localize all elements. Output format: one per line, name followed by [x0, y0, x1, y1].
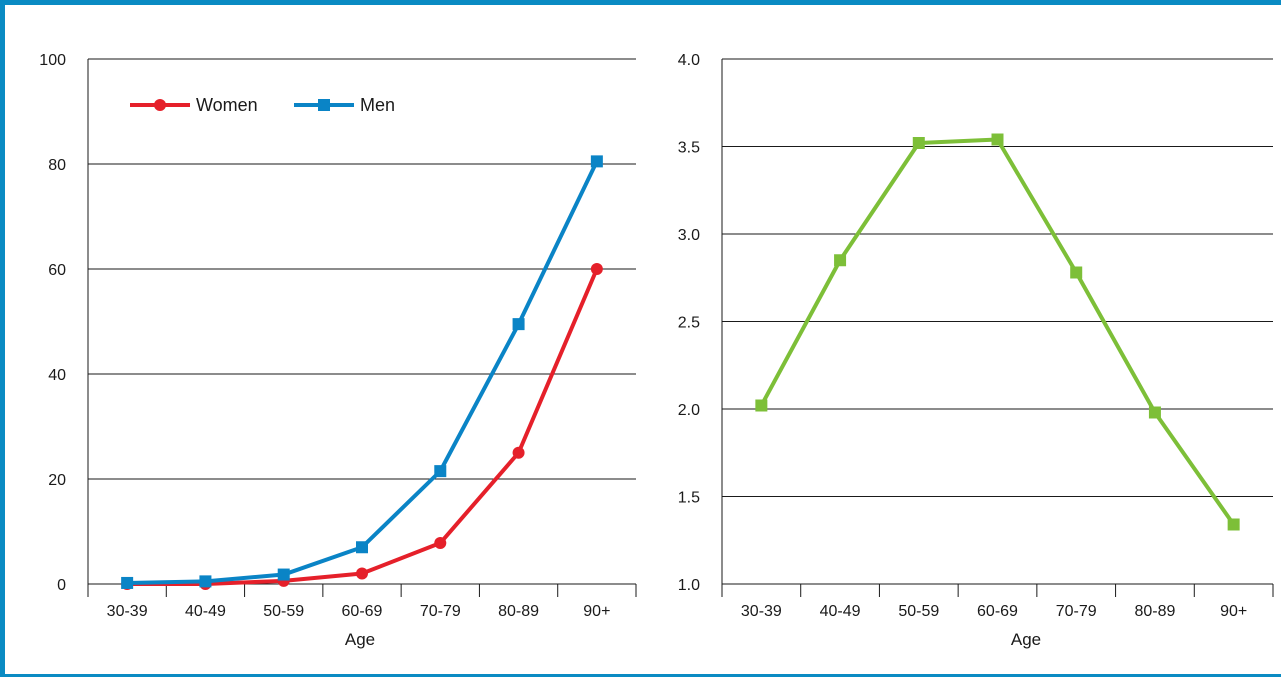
right-point-marker	[755, 399, 768, 412]
left-x-tick-label: 90+	[583, 603, 610, 620]
left-y-tick-label: 0	[57, 577, 66, 594]
right-y-tick-label: 1.0	[678, 577, 700, 594]
right-point-marker	[1070, 266, 1083, 279]
left-point-marker	[277, 568, 290, 581]
legend-marker-women	[154, 99, 166, 111]
left-point-marker	[199, 575, 212, 588]
left-point-marker	[512, 446, 525, 459]
right-point-marker	[1227, 518, 1240, 531]
left-point-marker	[590, 263, 603, 275]
left-y-tick-label: 100	[39, 52, 66, 69]
right-x-axis-label: Age	[1011, 630, 1041, 649]
right-x-tick-label: 40-49	[820, 603, 861, 620]
right-y-tick-label: 3.0	[678, 227, 700, 244]
right-x-tick-label: 70-79	[1056, 603, 1097, 620]
legend-label-men: Men	[360, 95, 395, 115]
left-series-line-men	[125, 159, 599, 585]
left-x-tick-label: 80-89	[498, 603, 539, 620]
right-y-tick-label: 2.0	[678, 402, 700, 419]
right-series-line-0	[759, 137, 1236, 527]
right-y-tick-label: 4.0	[678, 52, 700, 69]
left-x-axis-label: Age	[345, 630, 375, 649]
left-point-marker	[434, 465, 447, 478]
left-point-marker	[121, 576, 134, 589]
right-x-tick-label: 80-89	[1134, 603, 1175, 620]
left-point-marker	[590, 155, 603, 168]
right-point-marker	[1148, 406, 1161, 419]
left-y-tick-label: 60	[48, 262, 66, 279]
left-x-tick-label: 70-79	[420, 603, 461, 620]
right-x-tick-label: 30-39	[741, 603, 782, 620]
left-x-tick-label: 50-59	[263, 603, 304, 620]
left-x-tick-label: 40-49	[185, 603, 226, 620]
legend-label-women: Women	[196, 95, 258, 115]
right-y-tick-label: 3.5	[678, 140, 700, 157]
right-y-tick-label: 2.5	[678, 315, 700, 332]
right-point-marker	[834, 254, 847, 267]
left-x-tick-label: 60-69	[342, 603, 383, 620]
right-x-tick-label: 60-69	[977, 603, 1018, 620]
right-point-marker	[991, 133, 1004, 146]
left-series-line-women	[125, 267, 599, 586]
right-point-marker	[912, 137, 925, 149]
right-x-tick-label: 90+	[1220, 603, 1247, 620]
left-y-tick-label: 40	[48, 367, 66, 384]
left-point-marker	[434, 537, 447, 550]
left-point-marker	[512, 318, 525, 331]
left-x-tick-label: 30-39	[107, 603, 148, 620]
left-y-tick-label: 20	[48, 472, 66, 489]
left-point-marker	[356, 567, 368, 580]
right-chart: Age 1.0 1.5 2.0 2.5 3.0 3.5 4.0 30-39 40-49 50-59…	[678, 52, 1274, 649]
right-y-tick-label: 1.5	[678, 490, 700, 507]
right-x-tick-label: 50-59	[898, 603, 939, 620]
left-chart: Age 0 20 40 60 80 100 30-39 40-49 50-59 60-69 70-7…	[39, 52, 637, 649]
left-y-tick-label: 80	[48, 157, 66, 174]
legend-marker-men	[318, 99, 330, 111]
left-point-marker	[356, 541, 368, 554]
